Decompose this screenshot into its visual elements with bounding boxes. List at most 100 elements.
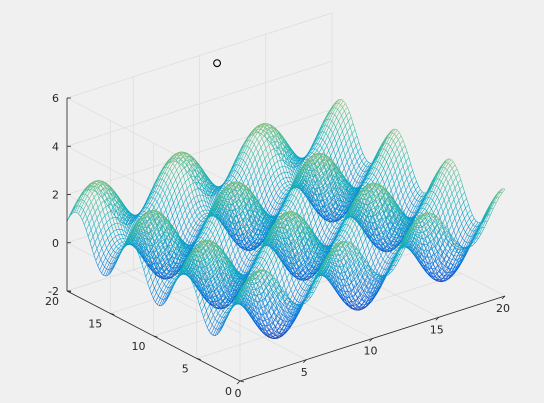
mesh-line bbox=[125, 238, 128, 243]
mesh-line bbox=[164, 167, 169, 174]
mesh-line bbox=[81, 201, 85, 208]
mesh-line bbox=[183, 172, 187, 177]
mesh-line bbox=[91, 242, 96, 250]
mesh-line bbox=[202, 233, 207, 239]
mesh-line bbox=[156, 216, 160, 218]
mesh-line bbox=[93, 218, 98, 224]
mesh-line bbox=[149, 265, 153, 270]
mesh-line bbox=[82, 213, 86, 221]
mesh-line bbox=[86, 212, 91, 219]
mesh-line bbox=[188, 215, 193, 222]
mesh-line bbox=[149, 289, 152, 295]
mesh-line bbox=[188, 241, 191, 244]
mesh-line bbox=[129, 212, 132, 215]
mesh-line bbox=[181, 167, 185, 171]
mesh-line bbox=[144, 248, 147, 252]
mesh-line bbox=[166, 174, 170, 178]
mesh-line bbox=[88, 201, 92, 208]
mesh-line bbox=[171, 196, 174, 204]
mesh-line bbox=[99, 213, 103, 220]
mesh-line bbox=[106, 247, 109, 253]
mesh-line bbox=[202, 210, 205, 215]
mesh-line bbox=[189, 233, 193, 237]
mesh-line bbox=[154, 193, 159, 200]
mesh-line bbox=[84, 189, 87, 191]
mesh-line bbox=[160, 172, 164, 174]
mesh-line bbox=[255, 147, 259, 153]
mesh-line bbox=[140, 224, 143, 230]
mesh-line bbox=[96, 182, 100, 185]
mesh-line bbox=[259, 126, 262, 129]
mesh-line bbox=[165, 281, 170, 287]
mesh-line bbox=[105, 257, 108, 261]
mesh-line bbox=[155, 205, 160, 212]
mesh-line bbox=[139, 258, 143, 265]
mesh-line bbox=[111, 265, 115, 269]
mesh-line bbox=[190, 197, 195, 202]
mesh-line bbox=[107, 234, 111, 239]
mesh-line bbox=[147, 207, 150, 210]
mesh-line bbox=[108, 188, 112, 194]
mesh-line bbox=[165, 176, 170, 184]
mesh-line bbox=[142, 220, 145, 225]
mesh-line bbox=[109, 257, 113, 264]
mesh-line bbox=[91, 193, 95, 198]
mesh-line bbox=[189, 228, 194, 235]
mesh-line bbox=[125, 209, 128, 216]
mesh-line bbox=[114, 253, 118, 259]
mesh-line bbox=[245, 162, 248, 167]
mesh-line bbox=[182, 232, 186, 238]
mesh-line bbox=[94, 212, 98, 219]
mesh-line bbox=[136, 223, 140, 230]
mesh-line bbox=[201, 213, 205, 217]
mesh-line bbox=[120, 209, 123, 216]
mesh-line bbox=[80, 216, 83, 221]
mesh-line bbox=[160, 167, 165, 174]
mesh-line bbox=[166, 191, 170, 199]
mesh-line bbox=[110, 250, 114, 256]
mesh-line bbox=[89, 212, 93, 218]
mesh-line bbox=[70, 212, 73, 216]
mesh-line bbox=[104, 260, 108, 268]
mesh-line bbox=[175, 179, 178, 186]
mesh-line bbox=[78, 194, 82, 201]
mesh-line bbox=[120, 200, 123, 206]
mesh-line bbox=[132, 240, 136, 243]
mesh-line bbox=[106, 185, 110, 190]
mesh-line bbox=[135, 242, 140, 249]
mesh-line bbox=[95, 186, 99, 190]
mesh-line bbox=[101, 184, 105, 186]
mesh-line bbox=[148, 270, 151, 277]
mesh-line bbox=[204, 213, 207, 217]
mesh-line bbox=[105, 232, 108, 239]
mesh-line bbox=[107, 238, 110, 244]
mesh-line bbox=[112, 264, 116, 269]
mesh-line bbox=[228, 243, 232, 251]
mesh-line bbox=[88, 217, 93, 224]
mesh-line bbox=[205, 194, 209, 196]
mesh-line bbox=[175, 203, 179, 210]
mesh-line bbox=[194, 188, 199, 190]
side-wall-gridline-z bbox=[66, 97, 241, 189]
mesh-line bbox=[94, 182, 97, 185]
mesh-line bbox=[130, 213, 133, 218]
mesh-line bbox=[120, 209, 124, 214]
mesh-line bbox=[89, 198, 92, 203]
mesh-line bbox=[132, 214, 135, 217]
mesh-line bbox=[127, 209, 130, 214]
mesh-line bbox=[143, 245, 147, 249]
mesh-line bbox=[141, 245, 144, 248]
mesh-line bbox=[150, 259, 154, 264]
mesh-line bbox=[104, 215, 107, 223]
mesh-line bbox=[89, 183, 92, 187]
mesh-line bbox=[183, 155, 187, 158]
mesh-line bbox=[158, 185, 162, 188]
mesh-line bbox=[173, 174, 176, 180]
mesh-line bbox=[104, 237, 108, 244]
mesh-line bbox=[190, 224, 194, 229]
mesh-line bbox=[98, 182, 102, 186]
mesh-line bbox=[146, 261, 150, 266]
mesh-line bbox=[133, 246, 137, 249]
mesh-line bbox=[147, 203, 151, 208]
mesh-line bbox=[112, 257, 115, 259]
